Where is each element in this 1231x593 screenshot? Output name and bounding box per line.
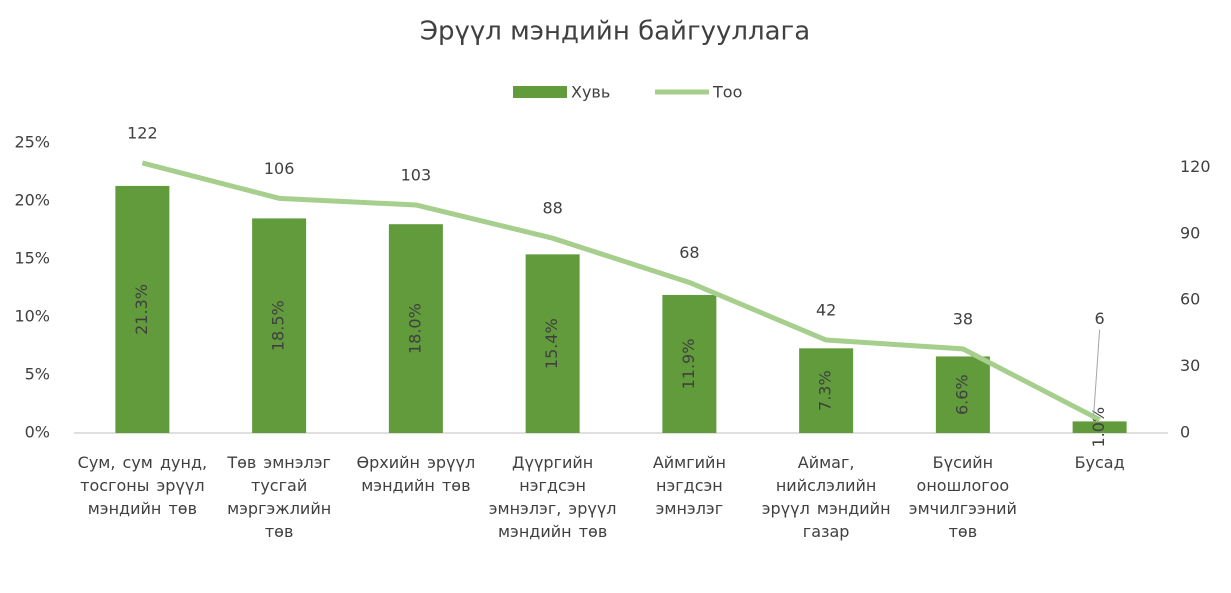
line-value-label: 68 [679, 243, 699, 262]
line-value-label: 38 [953, 309, 973, 328]
y2-tick-label: 120 [1180, 157, 1211, 176]
bar-value-label: 6.6% [952, 374, 971, 415]
x-tick-label: Бусад [1074, 453, 1125, 472]
bar [115, 185, 170, 433]
bar [799, 348, 854, 433]
bar-value-label: 21.3% [132, 284, 151, 335]
x-tick-label: Аймаг, нийслэлийн эрүүл мэндийн газар [761, 453, 891, 541]
y-tick-label: 0% [25, 423, 50, 442]
y-tick-label: 20% [14, 191, 50, 210]
line-value-label: 42 [816, 301, 836, 320]
line-value-label: 88 [542, 199, 562, 218]
leader-line [1093, 329, 1101, 416]
bar [525, 254, 580, 433]
x-tick-label: Дүүргийн нэгдсэн эмнэлэг, эрүүл мэндийн … [488, 453, 617, 541]
x-tick-label: Төв эмнэлэг тусгай мэргэжлийн төв [227, 453, 332, 541]
line-value-label: 106 [264, 159, 295, 178]
bar-value-label: 18.0% [405, 303, 424, 354]
legend-swatch [513, 86, 567, 98]
line [141, 160, 1101, 422]
bar-value-label: 18.5% [269, 300, 288, 351]
y-tick-label: 10% [14, 307, 50, 326]
y-tick-label: 5% [25, 365, 50, 384]
line-value-label: 103 [401, 165, 432, 184]
legend-label: Хувь [571, 83, 610, 102]
y-tick-label: 25% [14, 133, 50, 152]
line-value-label: 122 [127, 123, 158, 142]
x-tick-label: Сум, сум дунд, тосгоны эрүүл мэндийн төв [77, 453, 208, 518]
y2-tick-label: 30 [1180, 356, 1200, 375]
bar [935, 356, 990, 433]
line-value-label: 6 [1095, 309, 1105, 328]
bar-value-label: 11.9% [679, 339, 698, 390]
x-tick-label: Бүсийн оношлогоо эмчилгээний төв [908, 453, 1017, 541]
bar-value-label: 15.4% [542, 318, 561, 369]
bar [388, 224, 443, 433]
y2-tick-label: 90 [1180, 223, 1200, 242]
y-tick-label: 15% [14, 249, 50, 268]
x-tick-label: Аймгийн нэгдсэн эмнэлэг [652, 453, 726, 518]
legend-label: Тоо [712, 83, 742, 102]
y2-tick-label: 0 [1180, 423, 1190, 442]
bar [252, 218, 307, 433]
chart-title: Эрүүл мэндийн байгууллага [420, 17, 810, 47]
y2-tick-label: 60 [1180, 290, 1200, 309]
x-tick-label: Өрхийн эрүүл мэндийн төв [356, 453, 476, 495]
bar [1072, 421, 1127, 433]
bar-value-label: 7.3% [816, 370, 835, 411]
bar [662, 294, 717, 433]
